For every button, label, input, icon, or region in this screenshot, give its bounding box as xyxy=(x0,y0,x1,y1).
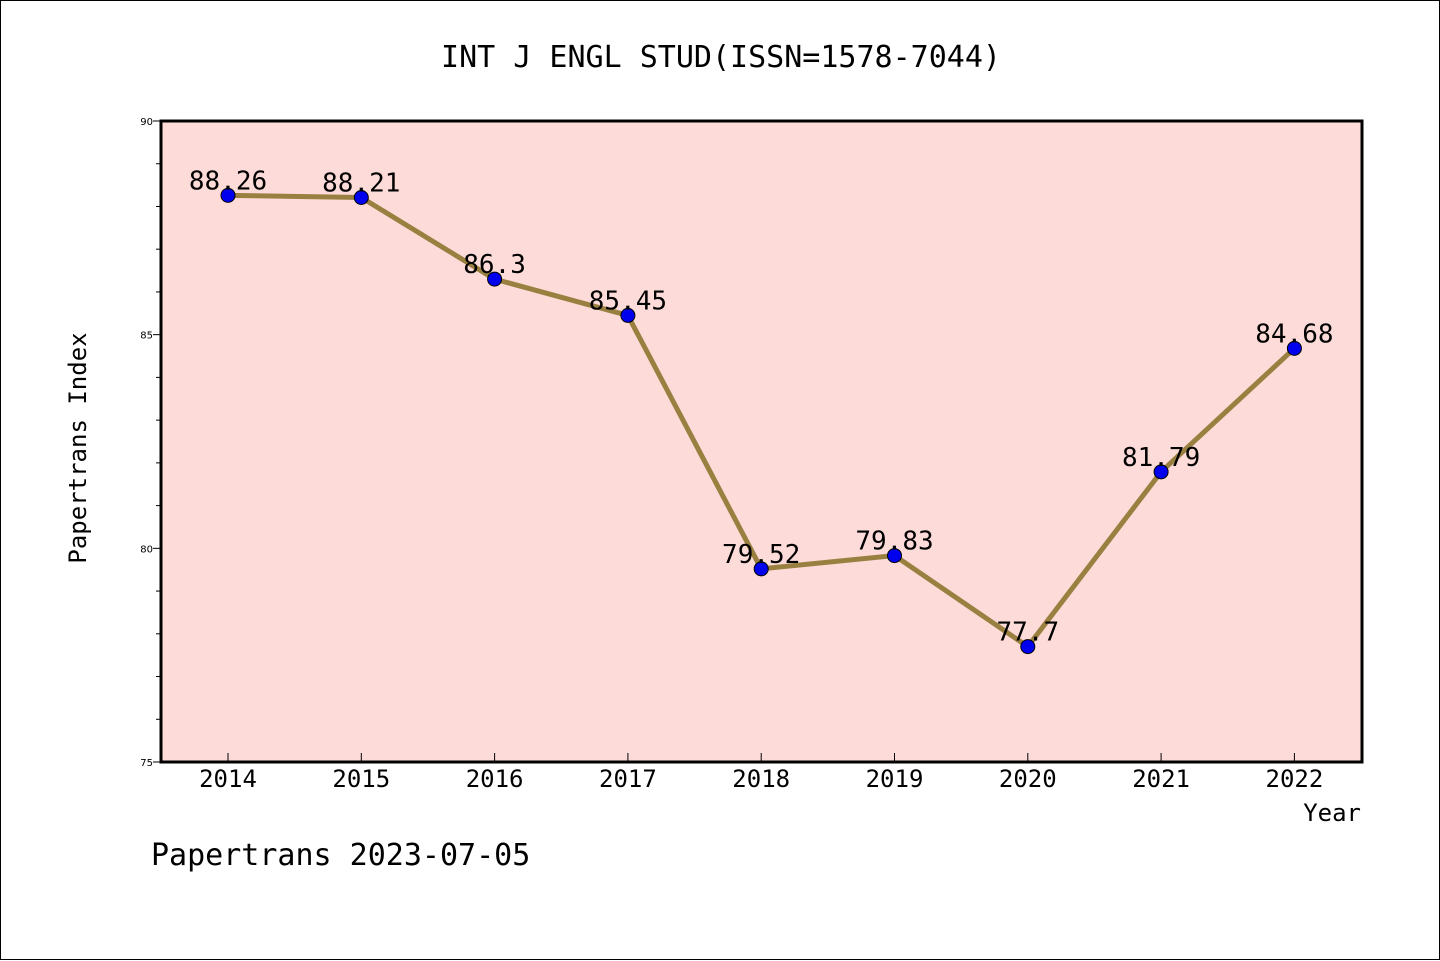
data-point xyxy=(887,548,902,564)
data-label: 88.21 xyxy=(322,168,400,198)
data-point xyxy=(1286,340,1302,356)
footer-date-label: Papertrans 2023-07-05 xyxy=(151,838,530,873)
data-label: 79.83 xyxy=(855,527,933,557)
chart-title: INT J ENGL STUD(ISSN=1578-7044) xyxy=(441,40,1001,75)
x-axis-label: Year xyxy=(1303,799,1361,827)
y-tick-label: 75 xyxy=(140,758,153,769)
data-label: 79.52 xyxy=(722,540,800,570)
data-label: 88.26 xyxy=(189,166,267,196)
x-tick-label: 2014 xyxy=(199,765,257,793)
data-labels-group: 88.26 88.21 86.3 85.45 79.52 79.83 77.7 81.79 84… xyxy=(189,166,1334,647)
y-tick-label: 90 xyxy=(140,117,153,128)
markers-group xyxy=(220,187,1302,655)
x-tick-label: 2016 xyxy=(466,765,524,793)
data-point xyxy=(220,187,236,203)
y-tick-label: 80 xyxy=(140,544,153,555)
x-tick-label: 2022 xyxy=(1266,765,1324,793)
y-tick-label: 85 xyxy=(140,331,153,342)
data-label: 86.3 xyxy=(463,250,526,280)
data-point xyxy=(620,307,636,323)
x-tick-label: 2015 xyxy=(332,765,390,793)
axis-ticks: 75 80 85 90 2014 2015 2016 2017 2018 2019 2020 2021… xyxy=(140,117,1323,793)
plot-area xyxy=(161,121,1362,762)
data-point xyxy=(753,561,769,577)
data-point xyxy=(1020,639,1036,655)
x-tick-label: 2021 xyxy=(1132,765,1190,793)
data-point xyxy=(353,189,369,205)
data-label: 77.7 xyxy=(996,618,1059,648)
y-axis-label: Papertrans Index xyxy=(64,332,92,563)
x-tick-label: 2020 xyxy=(999,765,1057,793)
x-tick-label: 2019 xyxy=(866,765,924,793)
data-label: 85.45 xyxy=(589,286,667,316)
x-tick-label: 2018 xyxy=(732,765,790,793)
plot-border xyxy=(159,119,1364,764)
data-label: 81.79 xyxy=(1122,443,1200,473)
data-point xyxy=(487,271,503,287)
data-point xyxy=(1153,464,1169,480)
data-label: 84.68 xyxy=(1255,319,1333,349)
x-tick-label: 2017 xyxy=(599,765,657,793)
